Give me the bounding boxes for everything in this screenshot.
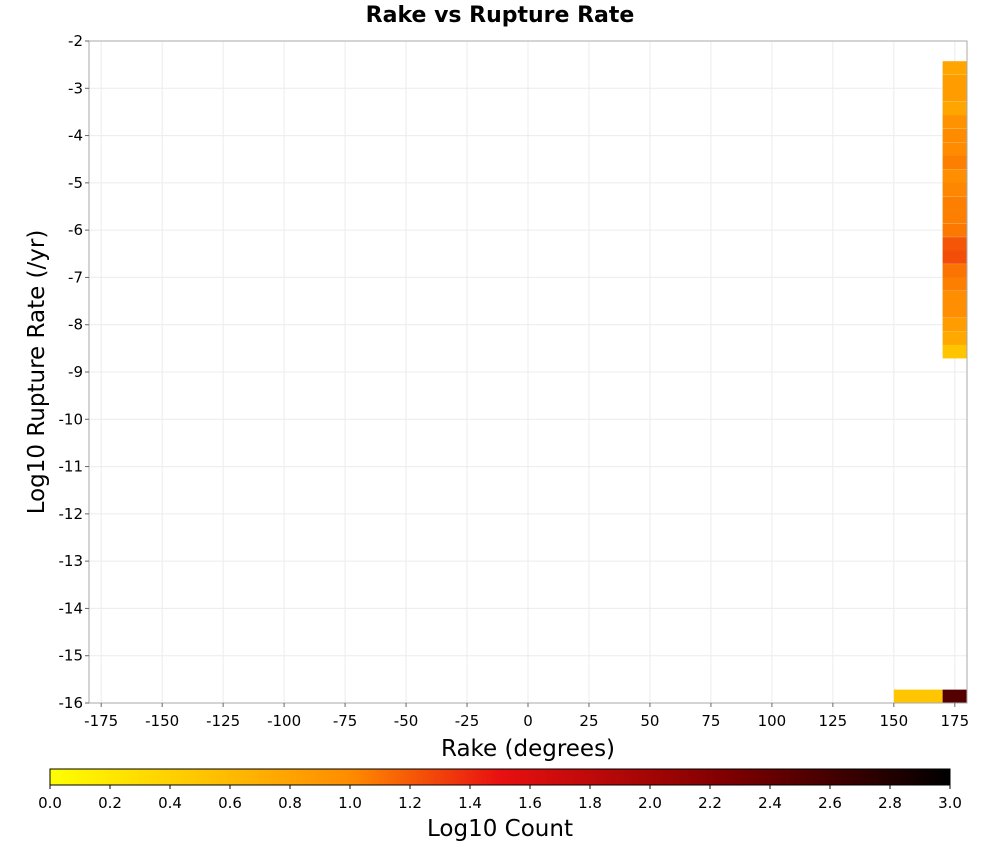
x-tick-label: 150 xyxy=(880,712,909,730)
y-axis-label: Log10 Rupture Rate (/yr) xyxy=(24,230,50,515)
x-tick-label: -150 xyxy=(145,712,179,730)
heatmap-cell xyxy=(942,304,967,318)
x-tick-label: -100 xyxy=(267,712,301,730)
y-tick-label: -7 xyxy=(68,268,83,286)
heatmap-cell xyxy=(942,223,967,237)
y-tick-label: -10 xyxy=(59,410,84,428)
x-axis-ticks: -175 -150 -125 -100 -75 -50 -25 0 25 50 75 100 125 15… xyxy=(84,703,969,730)
heatmap-cell xyxy=(942,277,967,291)
y-tick-label: -11 xyxy=(59,458,84,476)
y-tick-label: -14 xyxy=(59,599,84,617)
colorbar-tick-label: 3.0 xyxy=(938,794,962,812)
colorbar-tick-label: 1.6 xyxy=(518,794,542,812)
heatmap-cell xyxy=(942,61,967,75)
y-tick-label: -13 xyxy=(59,552,84,570)
x-tick-label: 175 xyxy=(940,712,969,730)
heatmap-cell xyxy=(942,182,967,197)
x-tick-label: -75 xyxy=(333,712,358,730)
x-axis-label: Rake (degrees) xyxy=(441,736,615,762)
y-tick-label: -6 xyxy=(68,221,83,239)
y-tick-label: -16 xyxy=(59,694,84,712)
x-tick-label: 25 xyxy=(579,712,598,730)
colorbar-label: Log10 Count xyxy=(427,816,573,842)
colorbar-tick-label: 2.2 xyxy=(698,794,722,812)
colorbar-tick-label: 0.6 xyxy=(218,794,242,812)
x-tick-label: 100 xyxy=(758,712,787,730)
colorbar-tick-label: 2.4 xyxy=(758,794,782,812)
y-tick-label: -9 xyxy=(68,363,83,381)
colorbar-tick-label: 2.0 xyxy=(638,794,662,812)
colorbar xyxy=(49,768,951,786)
heatmap-cell xyxy=(942,196,967,210)
heatmap-cell xyxy=(942,115,967,129)
heatmap-cell xyxy=(942,331,967,346)
y-tick-label: -2 xyxy=(68,32,83,50)
heatmap-cell xyxy=(942,101,967,116)
y-tick-label: -3 xyxy=(68,79,83,97)
heatmap-cell xyxy=(942,689,967,704)
colorbar-ticks: 0.0 0.2 0.4 0.6 0.8 1.0 1.2 1.4 1.6 1.8 2.0 2.2 2.4 2… xyxy=(38,785,962,812)
x-tick-label: 0 xyxy=(523,712,533,730)
heatmap-cell xyxy=(942,291,967,305)
colorbar-tick-label: 1.4 xyxy=(458,794,482,812)
x-tick-label: -175 xyxy=(84,712,118,730)
y-axis-ticks: -2 -3 -4 -5 -6 -7 -8 -9 -10 -11 -12 -13 -14 -15 -16 xyxy=(59,32,89,712)
x-tick-label: -125 xyxy=(206,712,240,730)
colorbar-tick-label: 2.6 xyxy=(818,794,842,812)
heatmap-cell xyxy=(942,344,967,359)
x-tick-label: -50 xyxy=(394,712,419,730)
x-tick-label: 75 xyxy=(701,712,720,730)
heatmap-cell xyxy=(942,142,967,157)
heatmap-cell xyxy=(942,237,967,251)
heatmap-cell xyxy=(942,88,967,102)
colorbar-tick-label: 1.0 xyxy=(338,794,362,812)
colorbar-tick-label: 1.2 xyxy=(398,794,422,812)
colorbar-tick-label: 1.8 xyxy=(578,794,602,812)
heatmap-cell xyxy=(942,250,967,264)
y-tick-label: -4 xyxy=(68,127,83,145)
heatmap-cell xyxy=(942,209,967,224)
y-tick-label: -5 xyxy=(68,174,83,192)
y-tick-label: -12 xyxy=(59,505,84,523)
colorbar-tick-label: 0.0 xyxy=(38,794,62,812)
colorbar-tick-label: 0.2 xyxy=(98,794,122,812)
colorbar-tick-label: 0.4 xyxy=(158,794,182,812)
colorbar-tick-label: 0.8 xyxy=(278,794,302,812)
heatmap-cell xyxy=(942,155,967,170)
chart-title: Rake vs Rupture Rate xyxy=(366,3,635,28)
y-tick-label: -8 xyxy=(68,316,83,334)
heatmap-cell xyxy=(942,169,967,183)
colorbar-tick-label: 2.8 xyxy=(878,794,902,812)
x-tick-label: 50 xyxy=(640,712,659,730)
heatmap-cell xyxy=(893,689,943,704)
heatmap-cell xyxy=(942,317,967,332)
heatmap-cell xyxy=(942,128,967,143)
x-tick-label: -25 xyxy=(455,712,480,730)
heatmap-cell xyxy=(942,74,967,89)
heatmap-cell xyxy=(942,264,967,278)
y-tick-label: -15 xyxy=(59,647,84,665)
heatmap-cells xyxy=(893,61,967,704)
x-tick-label: 125 xyxy=(819,712,848,730)
plot-gridlines xyxy=(89,40,967,704)
